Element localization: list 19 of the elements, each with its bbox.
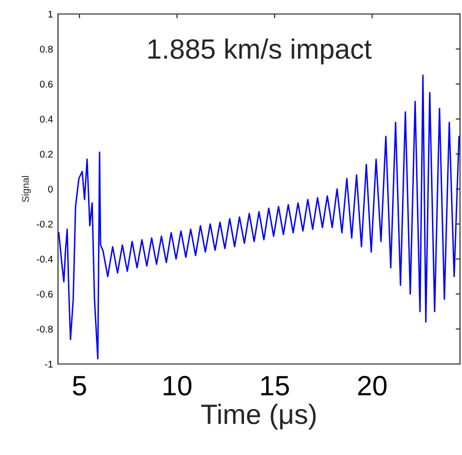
x-axis-title: Time (μs) — [201, 404, 316, 430]
y-tick-label: 1 — [48, 10, 53, 18]
y-tick-label: -0.2 — [36, 220, 53, 228]
y-tick-label: -0.8 — [36, 326, 53, 333]
y-tick-label: 0.8 — [40, 46, 53, 53]
y-axis-title: Signal — [22, 176, 31, 202]
x-tick-label: 10 — [164, 376, 192, 396]
x-tick-label: 5 — [72, 376, 86, 396]
annotation: 1.885 km/s impact — [148, 38, 372, 64]
y-tick-label: -0.4 — [36, 256, 53, 263]
y-tick-label: -0.6 — [36, 290, 53, 298]
y-tick-label: 0.4 — [40, 116, 53, 123]
x-tick-label: 15 — [261, 376, 289, 396]
x-tick-label: 20 — [358, 376, 387, 396]
y-tick-label: 0.2 — [40, 150, 53, 158]
y-tick-label: 0.6 — [40, 80, 53, 88]
y-tick-label: 0 — [48, 186, 53, 193]
line-series — [58, 74, 460, 360]
y-tick-label: -1 — [44, 360, 53, 368]
